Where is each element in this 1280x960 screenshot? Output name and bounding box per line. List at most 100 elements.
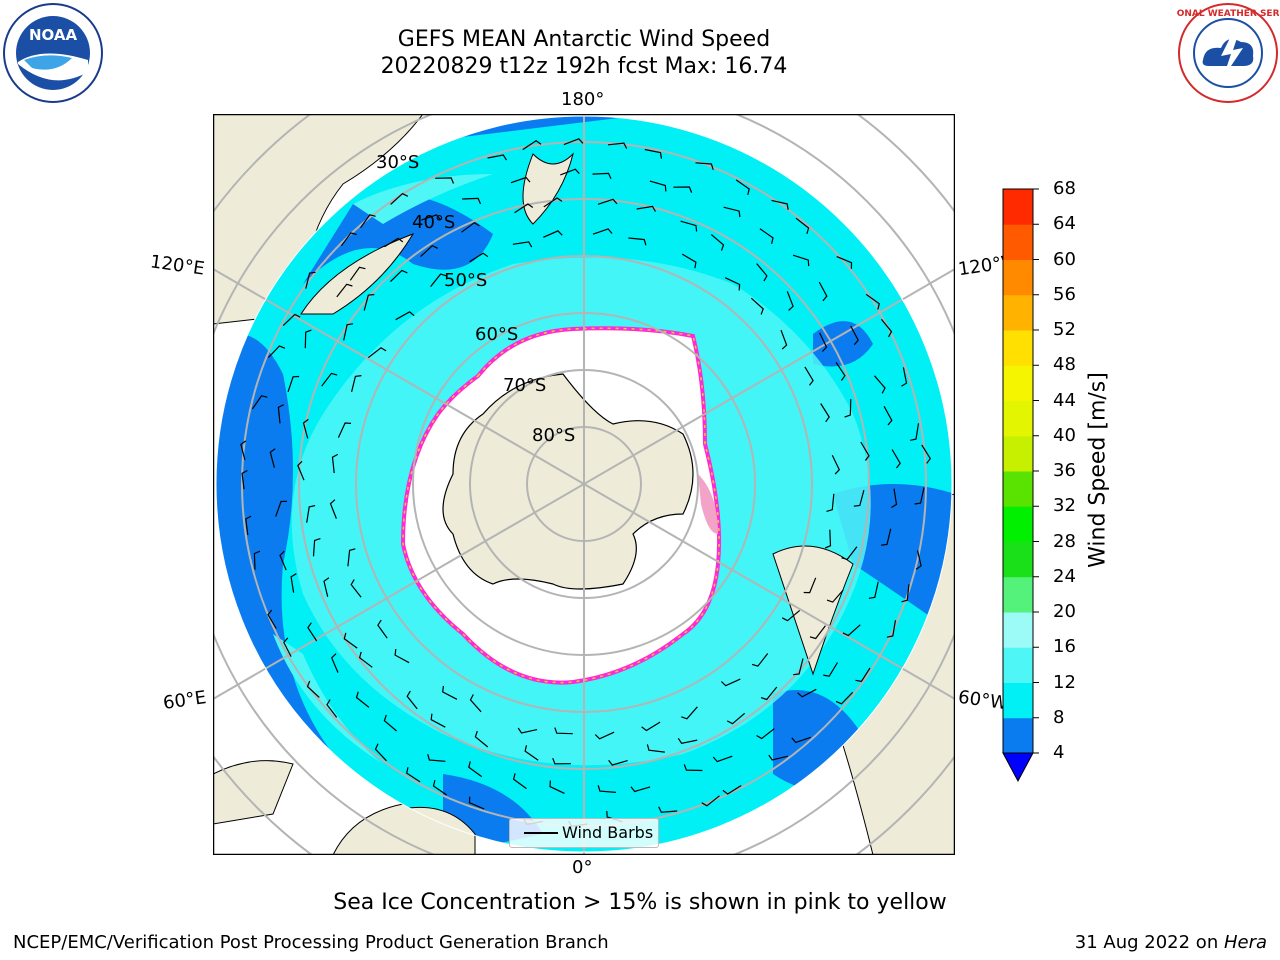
colorbar-segment [1003,682,1033,719]
noaa-logo: NOAA [3,3,103,103]
colorbar-tick-label: 4 [1053,742,1065,763]
wind-barb [868,581,879,599]
wind-barb [329,499,337,519]
wind-barb [323,577,330,597]
wind-barb [768,754,788,761]
colorbar-segment [1003,330,1033,366]
colorbar-tick-label: 60 [1053,248,1076,270]
lat-label-50s: 50°S [444,270,488,291]
wind-barb [512,241,533,248]
wind-barb [390,192,409,205]
footer-credit: NCEP/EMC/Verification Post Processing Pr… [13,932,609,953]
wind-barb [245,515,252,535]
wind-barb [275,500,288,517]
wind-barb [253,550,261,570]
wind-barb [874,375,886,394]
wind-barb [363,293,375,311]
plot-title: GEFS MEAN Antarctic Wind Speed [397,27,771,52]
wind-barb [469,252,489,263]
wind-barb [468,796,485,810]
wind-barb [367,347,387,359]
wind-barb [795,217,810,234]
colorbar-segment [1003,224,1033,260]
wind-barb [267,345,286,359]
wind-barb [330,653,339,673]
wind-barb [818,281,828,302]
wind-barb [592,172,612,180]
colorbar-tick-label: 12 [1053,671,1076,693]
wind-barb [343,323,354,341]
wind-barb [421,214,441,221]
wind-barb [831,455,841,475]
wind-barb [820,403,830,423]
wind-barb [844,399,852,418]
colorbar-tick-label: 36 [1053,460,1076,481]
wind-barb [383,714,397,732]
wind-barb [786,291,794,311]
wind-barb [735,179,750,196]
wind-barb [759,228,774,244]
lon-label-0: 0° [572,857,593,878]
wind-barb [883,406,893,426]
wind-barb [290,573,297,593]
lat-label-60s: 60°S [475,324,519,345]
wind-barb [390,269,408,283]
wind-barb [683,764,703,772]
wind-barb [360,214,376,229]
wind-barb [803,577,817,594]
wind-barb [336,283,353,298]
wind-barb [701,795,720,807]
wind-barb [560,168,580,176]
wind-barb [343,632,358,649]
wind-barb [374,743,387,762]
wind-barb [891,488,898,509]
wind-barb [597,198,618,205]
wind-barb [835,361,846,381]
wind-barb [349,266,366,281]
wind-barb [855,667,871,683]
colorbar-tick-label: 40 [1053,424,1076,446]
colorbar-segment [1003,576,1033,613]
wind-barb-legend-label: Wind Barbs [562,823,654,842]
wind-barb [469,694,482,713]
colorbar-segment [1003,471,1033,507]
wind-barb [377,619,388,639]
wind-barb [435,177,455,184]
wind-barb [695,162,714,170]
graticule [213,114,955,855]
wind-barb [462,197,482,205]
lon-label-120e: 120°E [148,251,206,280]
wind-barb [681,253,697,269]
wind-barb [797,688,817,698]
wind-barb [756,263,768,282]
wind-barb [468,761,483,778]
wind-barb [677,737,698,744]
colorbar-tick-label: 64 [1053,213,1076,235]
wind-barb [427,754,446,762]
colorbar-segment [1003,612,1033,648]
wind-barb [287,375,300,393]
lat-label-30s: 30°S [376,152,420,173]
wind-barb [636,205,657,212]
wind-barb [240,440,247,461]
wind-barb [430,273,447,287]
colorbar-segment [1003,365,1033,401]
wind-barb [306,505,316,523]
wind-barb [269,448,276,468]
map-legend: Wind Barbs [509,818,659,848]
colorbar-tick-label: 8 [1053,706,1065,728]
wind-barb [512,773,527,790]
lat-label-80s: 80°S [532,425,576,446]
wind-barb [760,686,778,701]
wind-barb-legend-line [524,832,558,834]
wind-barb [510,176,531,184]
wind-barb [267,609,277,629]
wind-barb [630,786,651,793]
wind-barb [552,757,571,765]
wind-barb [358,651,373,668]
wind-barb [710,234,725,251]
wind-barb [241,469,248,490]
wind-barb [304,329,312,349]
wind-barb [891,449,901,469]
colorbar-segment [1003,717,1033,754]
